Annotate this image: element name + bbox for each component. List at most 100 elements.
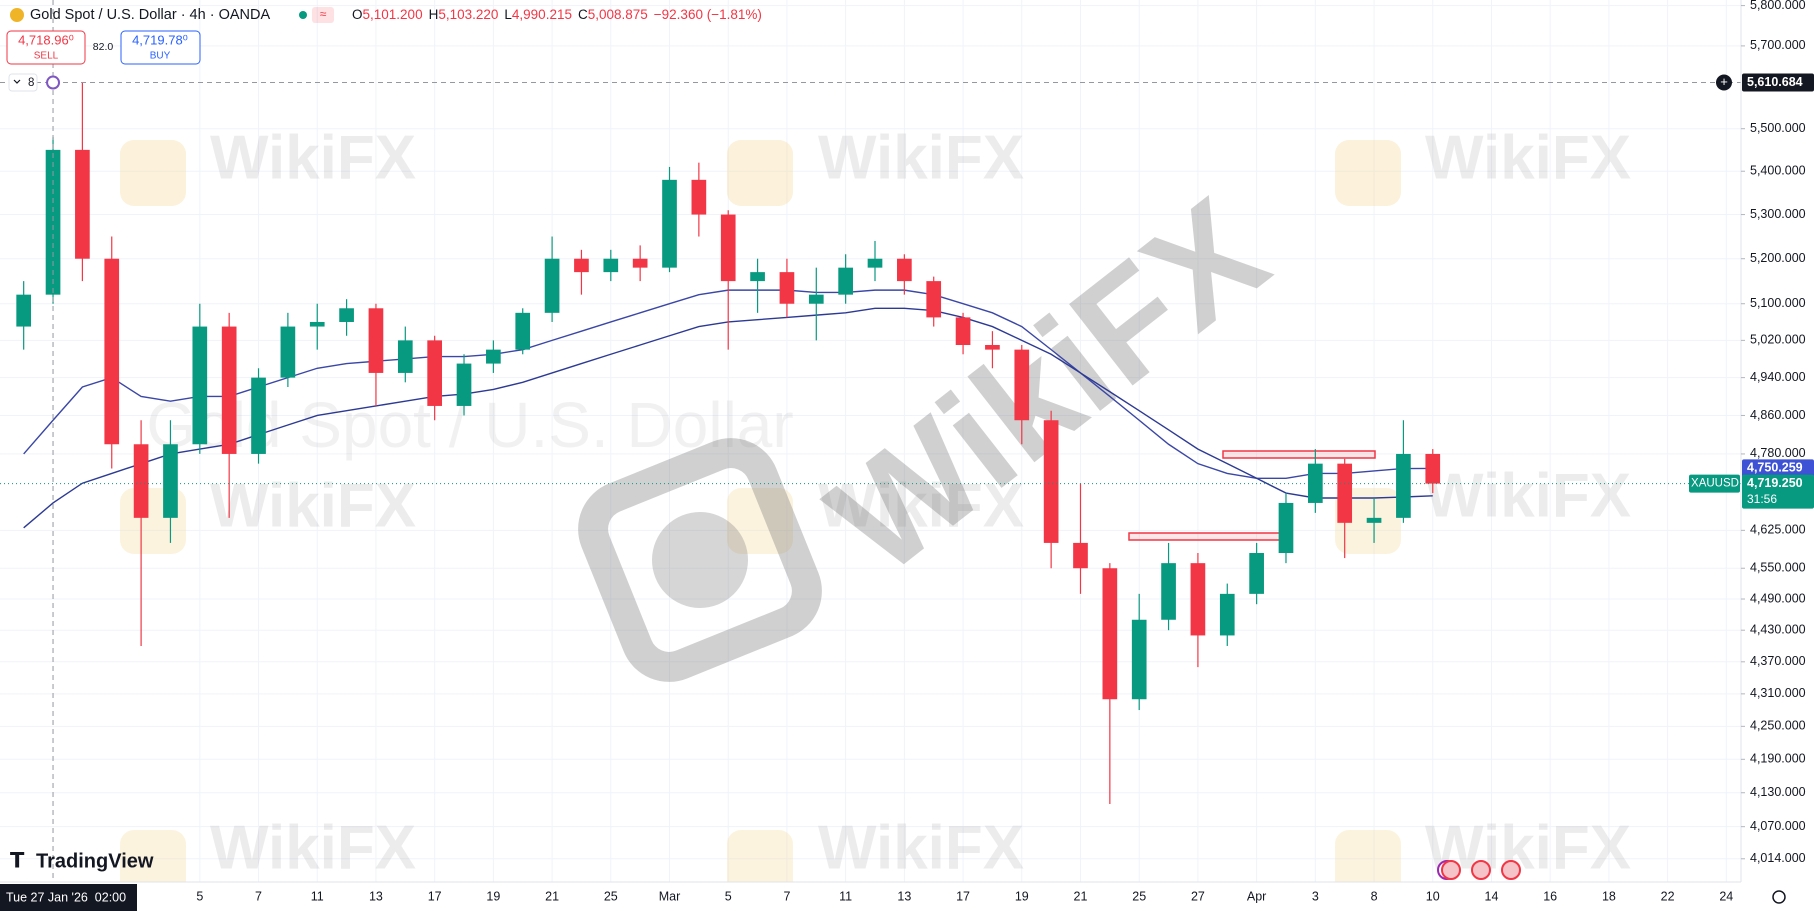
- y-tick-label: 4,190.000: [1750, 752, 1806, 766]
- y-tick-label: 5,700.000: [1750, 38, 1806, 52]
- x-tick-label: 19: [1015, 889, 1029, 903]
- add-alert-plus: +: [1720, 74, 1728, 89]
- crosshair-price-label: 5,610.684: [1747, 75, 1803, 89]
- sell-price: 4,718.96⁰: [18, 32, 74, 47]
- x-tick-label: Mar: [659, 889, 681, 903]
- candle-body: [75, 149, 90, 259]
- buy-label: BUY: [150, 51, 171, 62]
- event-icon[interactable]: [1441, 860, 1461, 880]
- crosshair-price-label-bg: [1742, 73, 1814, 92]
- candle-body: [1131, 619, 1147, 700]
- candle-body: [1014, 349, 1030, 421]
- y-tick-label: 4,250.000: [1750, 719, 1806, 733]
- ohlc-key: O: [352, 7, 363, 22]
- logo-badge: [727, 140, 793, 206]
- time-axis: 5 7 11 13 17 19 21 25 Mar 5 7 11 13 17 19 21 25 27 Apr 3 8 10…: [196, 889, 1733, 903]
- y-tick-label: 4,310.000: [1750, 686, 1806, 700]
- y-tick-label: 5,400.000: [1750, 164, 1806, 178]
- x-tick-label: 13: [897, 889, 911, 903]
- x-tick-label: 11: [311, 889, 324, 903]
- candle-body: [251, 377, 266, 454]
- crosshair-time-bg: [0, 884, 137, 911]
- ma-price-label: 4,750.259: [1747, 461, 1803, 475]
- y-tick-label: 5,200.000: [1750, 251, 1806, 265]
- candle-body: [486, 349, 501, 364]
- candle-body: [1190, 563, 1206, 636]
- watermark-text: WikiFX: [210, 471, 416, 540]
- resistance-zones: [1128, 450, 1376, 541]
- x-tick-label: 25: [604, 889, 618, 903]
- x-tick-label: 17: [428, 889, 442, 903]
- watermark-text: WikiFX: [1425, 123, 1631, 192]
- candle-body: [339, 308, 354, 322]
- x-tick-label: 5: [725, 889, 732, 903]
- candle-body: [867, 258, 883, 268]
- y-tick-label: 4,625.000: [1750, 523, 1806, 537]
- sell-button[interactable]: [6, 30, 86, 65]
- candle-body: [574, 258, 589, 273]
- ohlc-value: 5,103.220: [438, 7, 498, 22]
- trade-panel: 4,718.96⁰ SELL 82.0 4,719.78⁰ BUY 8: [6, 30, 201, 92]
- x-tick-label: 14: [1485, 889, 1499, 903]
- x-tick-label: 8: [1371, 889, 1378, 903]
- y-tick-label: 5,100.000: [1750, 296, 1806, 310]
- data-status-icon: ≈: [320, 7, 327, 21]
- candle-body: [1161, 563, 1176, 620]
- x-tick-label: 7: [783, 889, 790, 903]
- symbol-icon: [10, 8, 24, 22]
- watermark-text: WikiFX: [818, 813, 1024, 882]
- candle-body: [632, 258, 648, 268]
- candle-body: [808, 294, 824, 304]
- brand-logo: 𝗧 TradingView: [10, 850, 154, 873]
- candle-body: [427, 340, 442, 406]
- x-tick-label: 25: [1132, 889, 1146, 903]
- candle-body: [1278, 502, 1294, 554]
- logo-badge: [1335, 140, 1401, 206]
- last-price-label-bg: [1742, 474, 1814, 509]
- event-icon[interactable]: [1501, 860, 1521, 880]
- candle-body: [955, 317, 971, 345]
- zone-box: [1128, 532, 1283, 541]
- watermark-text: WikiFX: [210, 123, 416, 192]
- event-icon[interactable]: [1471, 860, 1491, 880]
- candle-body: [1396, 453, 1411, 518]
- x-tick-label: 22: [1661, 889, 1675, 903]
- sell-label: SELL: [34, 51, 59, 62]
- y-tick-label: 4,940.000: [1750, 370, 1806, 384]
- buy-price: 4,719.78⁰: [132, 32, 188, 47]
- watermark-text: WikiFX: [210, 813, 416, 882]
- event-icons: [1437, 860, 1521, 880]
- logo-badge: [120, 830, 186, 896]
- x-tick-label: 16: [1543, 889, 1557, 903]
- candle-body: [515, 312, 531, 350]
- ohlc-legend: O5,101.200 H5,103.220 L4,990.215 C5,008.875…: [352, 7, 762, 22]
- candle-body: [221, 326, 237, 454]
- candle-body: [985, 344, 1000, 350]
- logo-badge: [727, 488, 793, 554]
- big-logo-mark: [652, 512, 748, 608]
- big-logo: [578, 438, 822, 682]
- buy-button[interactable]: [120, 30, 201, 65]
- brand-name: TradingView: [36, 850, 154, 872]
- x-tick-label: 11: [839, 889, 852, 903]
- watermark-text: WikiFX: [818, 471, 1024, 540]
- logo-badge: [120, 140, 186, 206]
- indicators-count: 8: [28, 77, 34, 89]
- zone-box: [1222, 450, 1376, 459]
- candle-body: [926, 281, 942, 318]
- candle-body: [691, 179, 707, 215]
- x-tick-label: 21: [1074, 889, 1088, 903]
- candle-body: [1249, 553, 1264, 594]
- x-tick-label: 24: [1719, 889, 1733, 903]
- candle-body: [45, 149, 61, 295]
- ohlc-change: −92.360 (−1.81%): [654, 7, 762, 22]
- settings-icon[interactable]: [1772, 890, 1786, 904]
- candle-body: [192, 326, 208, 445]
- crosshair-time-label: Tue 27 Jan '26 02:00: [6, 890, 126, 904]
- spread: 82.0: [93, 41, 114, 53]
- indicators-toggle[interactable]: [8, 73, 38, 92]
- candle-body: [1337, 463, 1353, 523]
- add-alert-icon: [1716, 74, 1732, 91]
- countdown: 31:56: [1747, 492, 1777, 506]
- symbol-tag-bg: [1689, 474, 1740, 493]
